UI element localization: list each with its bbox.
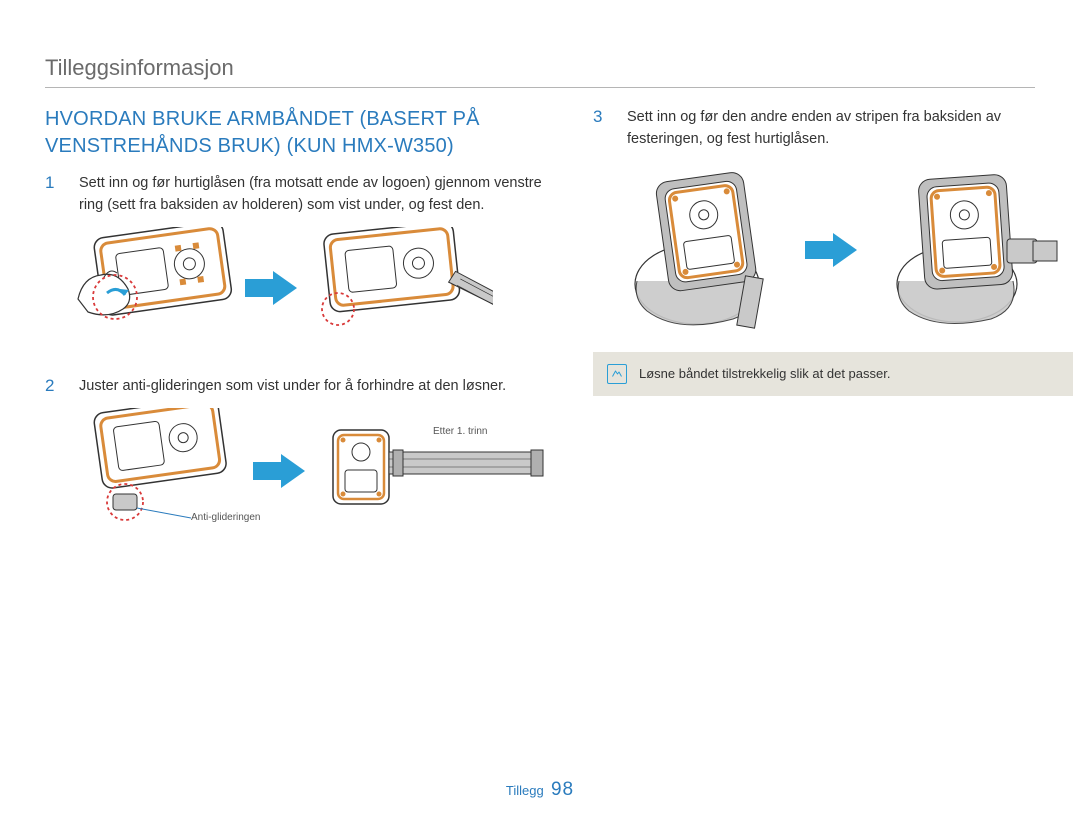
note-box: Løsne båndet tilstrekkelig slik at det p…	[593, 352, 1073, 396]
footer-page-number: 98	[551, 779, 574, 800]
illustration-step1	[73, 227, 553, 347]
section-divider	[45, 87, 1035, 88]
caption-anti-glider: Anti-glideringen	[191, 512, 261, 523]
step-text: Sett inn og før hurtiglåsen (fra motsatt…	[79, 172, 553, 217]
section-title: Tilleggsinformasjon	[45, 55, 1035, 81]
step-number: 2	[45, 375, 63, 398]
main-heading: HVORDAN BRUKE ARMBÅNDET (BASERT PÅ VENST…	[45, 106, 553, 160]
illustration-step2: Anti-glideringen Etter 1. trinn	[73, 408, 553, 538]
step-number: 3	[593, 106, 611, 151]
step-3: 3 Sett inn og før den andre enden av str…	[593, 106, 1073, 151]
note-text: Løsne båndet tilstrekkelig slik at det p…	[639, 366, 890, 381]
step-number: 1	[45, 172, 63, 217]
step-text: Juster anti-glideringen som vist under f…	[79, 375, 506, 398]
right-column: 3 Sett inn og før den andre enden av str…	[593, 106, 1073, 550]
page-footer: Tillegg 98	[0, 779, 1080, 801]
step-text: Sett inn og før den andre enden av strip…	[627, 106, 1073, 151]
footer-label: Tillegg	[506, 783, 544, 798]
left-column: HVORDAN BRUKE ARMBÅNDET (BASERT PÅ VENST…	[45, 106, 553, 550]
two-column-layout: HVORDAN BRUKE ARMBÅNDET (BASERT PÅ VENST…	[45, 106, 1035, 550]
illustration-step3	[613, 161, 1073, 336]
step-2: 2 Juster anti-glideringen som vist under…	[45, 375, 553, 398]
caption-etter: Etter 1. trinn	[433, 426, 487, 437]
note-icon	[607, 364, 627, 384]
step-1: 1 Sett inn og før hurtiglåsen (fra motsa…	[45, 172, 553, 217]
